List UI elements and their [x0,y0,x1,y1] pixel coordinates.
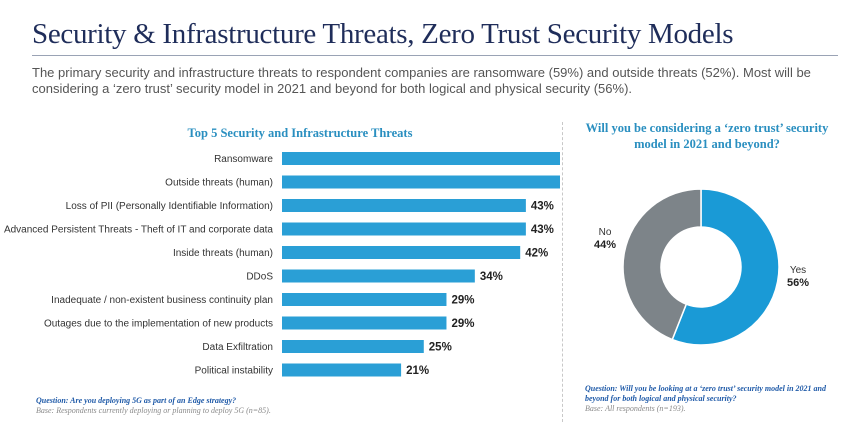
bar-value-label: 43% [531,224,554,236]
right-footnote-question: Question: Will you be looking at a ‘zero… [585,384,826,403]
bar [282,199,526,212]
no-label: No [599,227,612,238]
category-label: Inside threats (human) [173,248,273,259]
bar-value-label: 29% [451,295,474,307]
bar-value-label: 21% [406,365,429,377]
bar [282,363,402,377]
yes-label: Yes [790,265,806,276]
title-divider [32,55,838,56]
page-title: Security & Infrastructure Threats, Zero … [32,18,734,50]
bar-chart-title: Top 5 Security and Infrastructure Threat… [187,126,413,140]
bar-value-label: 29% [451,318,474,330]
bar-value-label: 42% [525,248,548,260]
category-label: Inadequate / non-existent business conti… [51,295,273,306]
bar [282,316,447,330]
bar [282,340,424,353]
bar [282,246,521,259]
bar [282,222,526,236]
category-label: Advanced Persistent Threats - Theft of I… [4,225,273,236]
yes-value: 56% [787,277,809,289]
category-label: Outages due to the implementation of new… [44,319,273,330]
bar-chart: Ransomware59%Outside threats (human)52%L… [4,152,560,377]
donut-slice-yes [671,188,780,346]
page-subtitle: The primary security and infrastructure … [32,65,811,96]
donut-chart-title: Will you be considering a ‘zero trust’ s… [585,121,829,151]
category-label: Data Exfiltration [202,342,273,353]
bar-value-label: 25% [429,342,452,354]
bar-value-label: 43% [531,201,554,213]
right-footnote: Question: Will you be looking at a ‘zero… [585,384,840,414]
bar [282,293,447,306]
category-label: Loss of PII (Personally Identifiable Inf… [66,201,273,212]
bar [282,152,560,165]
bar-value-label: 34% [480,271,503,283]
bar [282,175,560,189]
category-label: Political instability [195,366,273,377]
category-label: DDoS [246,272,273,283]
left-footnote: Question: Are you deploying 5G as part o… [36,396,536,416]
category-label: Outside threats (human) [165,178,273,189]
section-divider [562,122,563,422]
bar [282,269,475,283]
donut-slice-no [622,188,702,341]
right-footnote-base: Base: All respondents (n=193). [585,404,686,413]
left-footnote-question: Question: Are you deploying 5G as part o… [36,396,237,405]
no-value: 44% [594,239,616,251]
left-footnote-base: Base: Respondents currently deploying or… [36,406,271,415]
category-label: Ransomware [214,154,273,165]
